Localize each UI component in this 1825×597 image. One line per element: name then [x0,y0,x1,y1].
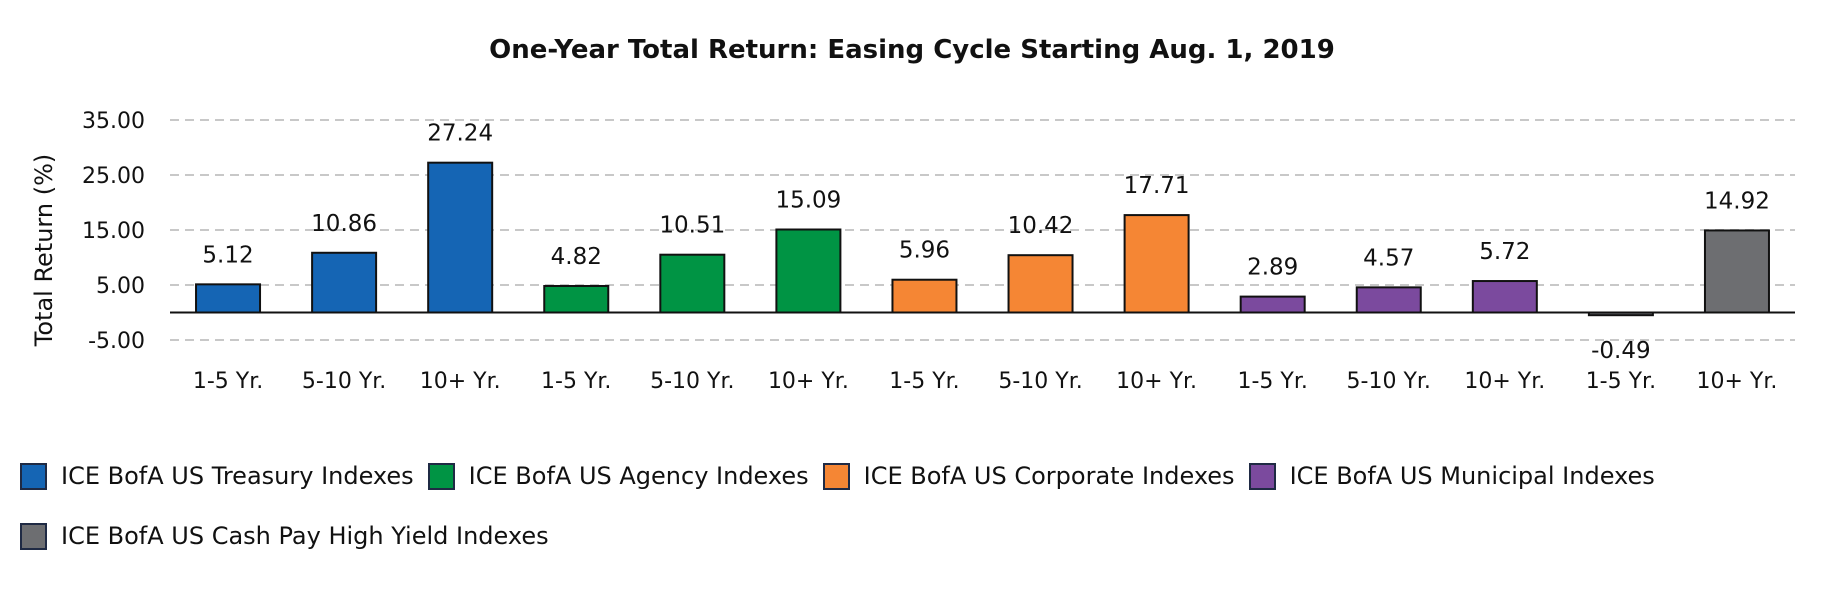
legend-swatch [1248,462,1276,490]
bar [1123,214,1190,314]
x-tick-label: 10+ Yr. [420,369,501,394]
data-label: 27.24 [427,121,493,147]
data-label: 10.42 [1008,213,1074,239]
bars [195,161,1770,317]
bar [1239,295,1306,314]
x-tick-label: 1-5 Yr. [1237,369,1307,394]
data-label: 15.09 [775,188,841,214]
legend-label: ICE BofA US Agency Indexes [468,462,809,490]
gridlines [170,119,1795,341]
data-label: 17.71 [1124,173,1190,199]
data-label: -0.49 [1591,338,1651,364]
bar [1703,229,1770,314]
x-tick-label: 10+ Yr. [1697,369,1778,394]
legend: ICE BofA US Treasury Indexes ICE BofA US … [20,458,1810,554]
data-label: 4.82 [551,244,602,270]
y-tick-label: 35.00 [82,109,145,134]
bar [1355,286,1422,314]
data-label: 10.86 [311,211,377,237]
x-tick-label: 1-5 Yr. [193,369,263,394]
legend-item: ICE BofA US Cash Pay High Yield Indexes [20,518,549,554]
y-tick-label: 15.00 [82,219,145,244]
y-axis-ticks: 35.00 25.00 15.00 5.00 -5.00 [82,109,145,354]
bar [311,251,378,314]
x-tick-label: 1-5 Yr. [541,369,611,394]
bar [775,228,842,314]
legend-swatch [20,462,47,490]
data-label: 5.72 [1479,239,1530,265]
legend-label: ICE BofA US Corporate Indexes [863,462,1235,490]
bar [427,161,494,314]
legend-label: ICE BofA US Municipal Indexes [1289,462,1655,490]
data-labels: 5.12 10.86 27.24 4.82 10.51 15.09 5.96 10.42 17.… [202,121,1769,365]
bar [1471,280,1538,314]
data-label: 10.51 [659,213,725,239]
x-tick-label: 5-10 Yr. [998,369,1082,394]
x-tick-label: 10+ Yr. [1464,369,1545,394]
x-tick-label: 10+ Yr. [1116,369,1197,394]
x-axis-ticks: 1-5 Yr. 5-10 Yr. 10+ Yr. 1-5 Yr. 5-10 Yr. 10+… [193,369,1778,394]
legend-item: ICE BofA US Municipal Indexes [1248,458,1655,494]
bar [195,283,262,314]
bar [659,253,726,314]
legend-label: ICE BofA US Treasury Indexes [61,462,414,490]
data-label: 4.57 [1363,245,1414,271]
y-tick-label: 5.00 [96,274,145,299]
data-label: 5.12 [202,242,253,268]
legend-swatch [822,462,850,490]
legend-swatch [20,522,47,550]
bar [543,284,610,314]
legend-item: ICE BofA US Corporate Indexes [822,458,1235,494]
y-tick-label: -5.00 [88,329,145,354]
x-tick-label: 10+ Yr. [768,369,849,394]
data-label: 14.92 [1704,188,1770,214]
legend-item: ICE BofA US Treasury Indexes [20,458,414,494]
data-label: 5.96 [899,238,950,264]
legend-item: ICE BofA US Agency Indexes [427,458,809,494]
x-tick-label: 5-10 Yr. [1347,369,1431,394]
x-tick-label: 5-10 Yr. [650,369,734,394]
x-tick-label: 1-5 Yr. [889,369,959,394]
bar-chart: One-Year Total Return: Easing Cycle Star… [30,35,1795,394]
y-axis-label: Total Return (%) [30,154,58,347]
x-tick-label: 5-10 Yr. [302,369,386,394]
bar [1007,254,1074,314]
data-label: 2.89 [1247,255,1298,281]
x-tick-label: 1-5 Yr. [1586,369,1656,394]
legend-swatch [427,462,455,490]
bar [891,278,958,314]
chart-title: One-Year Total Return: Easing Cycle Star… [489,35,1335,65]
y-tick-label: 25.00 [82,164,145,189]
legend-label: ICE BofA US Cash Pay High Yield Indexes [61,522,549,550]
